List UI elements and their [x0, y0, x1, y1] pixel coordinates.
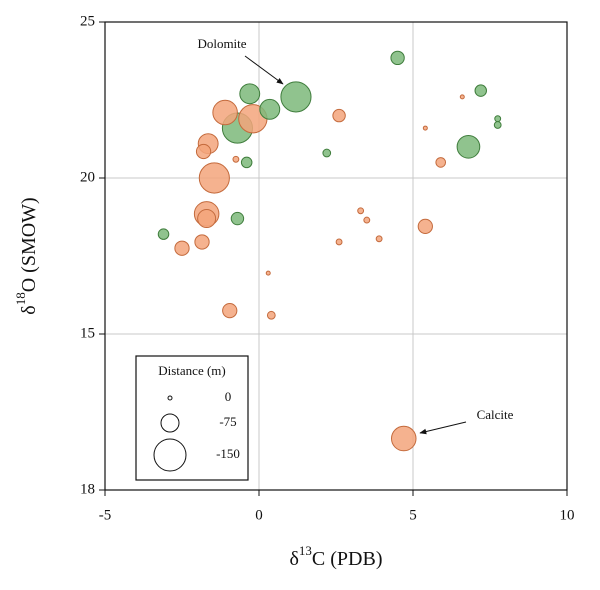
x-axis-title-part: δ: [289, 548, 298, 570]
plot-frame: [104, 21, 568, 491]
bubble: [322, 148, 332, 158]
annotation: Calcite: [477, 407, 514, 422]
bubble: [363, 216, 371, 224]
bubble: [259, 98, 281, 120]
bubble: [474, 84, 487, 97]
legend-title: Distance (m): [158, 363, 226, 378]
bubble: [194, 234, 210, 250]
y-tick-label: 20: [80, 169, 95, 185]
bubble: [174, 240, 190, 256]
bubble: [390, 425, 417, 452]
bubble: [375, 235, 383, 243]
x-tick-label: -5: [99, 507, 112, 523]
legend-label: -75: [219, 414, 236, 429]
bubble: [280, 81, 312, 113]
bubble: [459, 94, 465, 100]
y-tick-label: 18: [80, 481, 95, 497]
bubble: [232, 155, 240, 163]
bubble: [335, 238, 343, 246]
legend-bubble: [167, 395, 173, 401]
legend-label: 0: [225, 389, 232, 404]
bubble: [435, 157, 447, 168]
legend-label: -150: [216, 446, 240, 461]
y-tick-label: 25: [80, 13, 95, 29]
bubble: [239, 83, 261, 105]
bubble: [198, 162, 230, 194]
x-axis-title-part: C (PDB): [312, 548, 383, 570]
bubble: [157, 228, 170, 240]
bubble: [212, 99, 238, 126]
bubble: [456, 134, 481, 159]
bubble: [197, 209, 217, 229]
x-tick-label: 10: [560, 507, 575, 523]
y-axis-title: δ18O (SMOW): [13, 197, 39, 314]
y-axis-title-part: O (SMOW): [18, 197, 40, 292]
bubble: [417, 218, 433, 234]
bubble: [493, 121, 502, 129]
y-axis-title-part: 18: [13, 292, 28, 305]
bubble: [332, 108, 346, 123]
bubble: [230, 211, 245, 226]
x-tick-label: 5: [409, 507, 417, 523]
y-tick-label: 15: [80, 325, 95, 341]
annotation-arrow: [244, 55, 284, 85]
x-tick-label: 0: [255, 507, 263, 523]
annotation-arrow: [419, 421, 467, 435]
bubble: [222, 302, 238, 319]
x-axis-title: δ13C (PDB): [289, 543, 382, 569]
bubble: [240, 156, 253, 169]
bubble: [422, 125, 428, 131]
bubble: [266, 310, 276, 320]
bubble: [265, 270, 271, 276]
legend-bubble: [160, 413, 180, 433]
legend-bubble: [153, 438, 187, 472]
bubble: [390, 50, 405, 66]
bubble: [494, 115, 502, 123]
bubble: [357, 207, 365, 215]
bubble: [195, 143, 212, 160]
annotation: Dolomite: [197, 36, 246, 51]
x-axis-title-part: 13: [299, 543, 312, 558]
y-axis-title-part: δ: [18, 305, 40, 314]
